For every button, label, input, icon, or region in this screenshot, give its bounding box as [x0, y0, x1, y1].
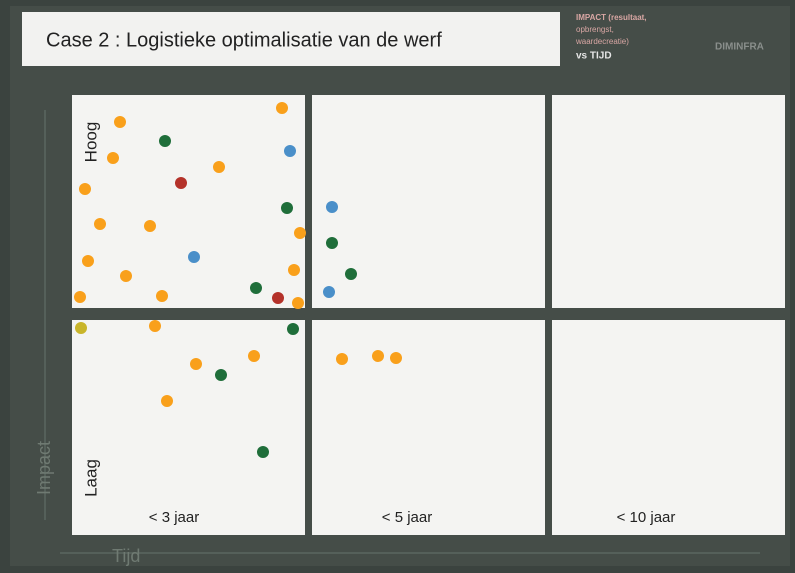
dot: [336, 353, 348, 365]
dot: [159, 135, 171, 147]
dot: [294, 227, 306, 239]
legend-line: opbrengst,: [576, 25, 614, 34]
dot: [74, 291, 86, 303]
legend-line: waardecreatie): [575, 37, 629, 46]
dot: [272, 292, 284, 304]
dot: [175, 177, 187, 189]
dot: [149, 320, 161, 332]
dot: [82, 255, 94, 267]
dot: [190, 358, 202, 370]
dot: [75, 322, 87, 334]
legend-line: IMPACT (resultaat,: [576, 13, 647, 22]
column-label: < 5 jaar: [382, 509, 432, 526]
dot: [156, 290, 168, 302]
dot: [326, 237, 338, 249]
dot: [292, 297, 304, 309]
legend-line: vs TIJD: [576, 51, 612, 62]
column-label: < 3 jaar: [149, 509, 199, 526]
dot: [114, 116, 126, 128]
dot: [281, 202, 293, 214]
dot: [323, 286, 335, 298]
dot: [79, 183, 91, 195]
dot: [107, 152, 119, 164]
dot: [288, 264, 300, 276]
dot: [248, 350, 260, 362]
dot: [287, 323, 299, 335]
panel: [72, 95, 305, 308]
dot: [213, 161, 225, 173]
dot: [94, 218, 106, 230]
dot: [120, 270, 132, 282]
x-axis-label: Tijd: [112, 546, 140, 566]
panel: [312, 320, 545, 535]
low-label: Laag: [81, 459, 100, 497]
dot: [390, 352, 402, 364]
dot: [161, 395, 173, 407]
dot: [257, 446, 269, 458]
panel: [72, 320, 305, 535]
dot: [215, 369, 227, 381]
y-axis-label: Impact: [34, 441, 54, 495]
dot: [188, 251, 200, 263]
logo: DIMINFRA: [715, 42, 764, 53]
board: Case 2 : Logistieke optimalisatie van de…: [0, 0, 795, 573]
dot: [345, 268, 357, 280]
high-label: Hoog: [81, 122, 100, 163]
dot: [372, 350, 384, 362]
dot: [326, 201, 338, 213]
dot: [284, 145, 296, 157]
dot: [276, 102, 288, 114]
dot: [250, 282, 262, 294]
panel: [552, 320, 785, 535]
panel: [552, 95, 785, 308]
title: Case 2 : Logistieke optimalisatie van de…: [46, 29, 442, 51]
column-label: < 10 jaar: [617, 509, 676, 526]
dot: [144, 220, 156, 232]
